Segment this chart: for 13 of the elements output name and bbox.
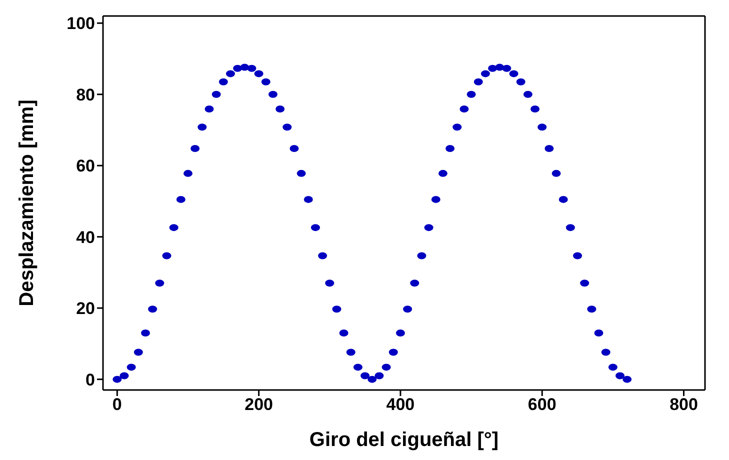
y-tick-label: 20 [76, 299, 95, 318]
x-tick-label: 200 [244, 395, 273, 414]
x-tick-label: 0 [112, 395, 122, 414]
y-tick-label: 100 [66, 14, 95, 34]
x-axis-title: Giro del cigueñal [°] [309, 429, 499, 451]
y-tick-label: 60 [76, 156, 95, 176]
y-tick-label: 80 [76, 85, 95, 104]
x-tick-label: 400 [386, 395, 415, 414]
x-tick-label: 800 [670, 395, 698, 414]
y-tick-label: 0 [86, 370, 95, 390]
x-tick-label: 600 [528, 395, 556, 414]
y-tick-label: 40 [76, 228, 95, 247]
y-axis-title: Desplazamiento [mm] [16, 100, 38, 306]
